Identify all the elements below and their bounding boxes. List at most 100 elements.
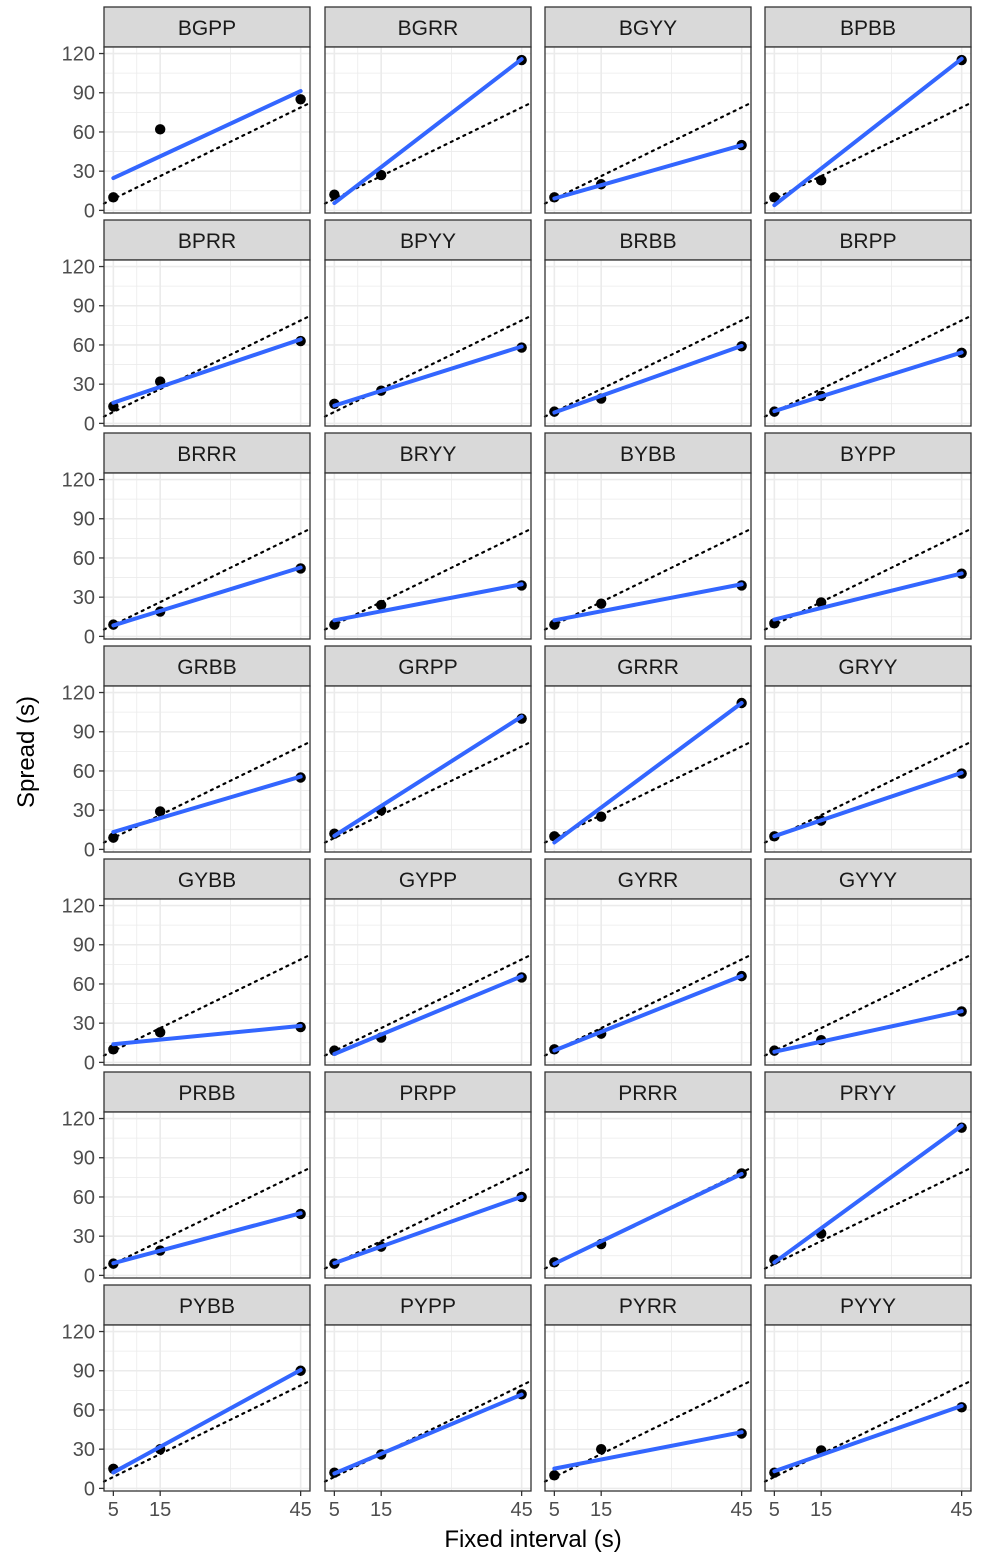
x-axis-title: Fixed interval (s): [444, 1526, 621, 1553]
facet-strip-label: PRBB: [178, 1082, 235, 1105]
fit-line: [552, 700, 744, 845]
x-tick-label: 5: [329, 1499, 340, 1521]
x-tick-label: 15: [149, 1499, 171, 1521]
fit-line: [332, 344, 524, 408]
y-tick-label: 30: [73, 374, 95, 396]
plot-background: [325, 1112, 531, 1278]
data-point: [595, 598, 607, 609]
fit-line: [111, 565, 303, 628]
facet-panel-gyrr: GYRR: [543, 858, 753, 1066]
facet-panel-bgyy: BGYY: [543, 6, 753, 214]
data-point: [108, 1044, 119, 1055]
y-tick-label: 30: [73, 800, 95, 822]
fit-line: [332, 1392, 524, 1476]
panel-frame: [544, 685, 752, 853]
facet-panel-grrr: GRRR: [543, 645, 753, 853]
facet-strip-label: BGPP: [178, 17, 236, 40]
panel-frame: [764, 685, 972, 853]
fit-line: [111, 774, 303, 835]
fit-line: [111, 337, 303, 405]
facet-strip-label: GYRR: [618, 869, 679, 892]
plot-background: [325, 899, 531, 1065]
y-tick-label: 120: [62, 470, 95, 492]
facet-panel-grpp: GRPP: [323, 645, 533, 853]
fit-line: [772, 770, 964, 839]
facet-strip: [764, 432, 972, 474]
reference-line: [323, 740, 533, 844]
y-tick-label: 90: [73, 296, 95, 318]
facet-strip-label: GYBB: [178, 869, 236, 892]
plot-background: [765, 686, 971, 852]
panel-frame: [764, 1324, 972, 1492]
y-tick-label: 0: [84, 839, 95, 861]
data-point: [375, 599, 387, 611]
x-tick-label: 5: [549, 1499, 560, 1521]
panel-frame: [103, 1111, 311, 1279]
facet-strip-label: BPRR: [178, 230, 236, 253]
reference-line: [102, 101, 312, 205]
data-point: [108, 192, 119, 203]
fit-line: [552, 973, 744, 1053]
y-tick-label: 60: [73, 1187, 95, 1209]
facet-strip-label: BYPP: [840, 443, 896, 466]
facet-strip-label: PYBB: [179, 1295, 235, 1318]
fit-line: [332, 974, 524, 1057]
panel-frame: [324, 1111, 532, 1279]
facet-strip-label: PYYY: [840, 1295, 896, 1318]
fit-line: [552, 1430, 744, 1471]
y-tick-label: 0: [84, 200, 95, 222]
reference-line: [323, 1379, 533, 1483]
fit-line: [772, 1123, 964, 1265]
y-tick-label: 60: [73, 974, 95, 996]
fit-line: [111, 1211, 303, 1266]
reference-line: [323, 527, 533, 631]
reference-line: [763, 953, 973, 1057]
y-tick-label: 60: [73, 1400, 95, 1422]
reference-line: [102, 1166, 312, 1270]
facet-panel-prpp: PRPP: [323, 1071, 533, 1279]
y-tick-label: 60: [73, 122, 95, 144]
plot-background: [104, 47, 310, 213]
fit-line: [332, 1194, 524, 1266]
reference-line: [763, 527, 973, 631]
plot-background: [545, 473, 751, 639]
facet-strip-label: GRBB: [177, 656, 237, 679]
facet-strip-label: PRRR: [618, 1082, 678, 1105]
y-tick-label: 90: [73, 83, 95, 105]
reference-line: [543, 953, 753, 1057]
y-axis-title: Spread (s): [13, 696, 40, 808]
data-point: [154, 1027, 166, 1038]
plot-background: [104, 1112, 310, 1278]
fit-line: [111, 1023, 303, 1047]
x-tick-label: 45: [731, 1499, 753, 1521]
facet-strip: [103, 219, 311, 261]
fit-line: [772, 56, 964, 208]
facet-strip: [764, 6, 972, 48]
facet-strip-label: GRYY: [838, 656, 897, 679]
data-point: [595, 1443, 607, 1455]
facet-panel-pryy: PRYY: [763, 1071, 973, 1279]
panel-frame: [324, 685, 532, 853]
facet-panel-prrr: PRRR: [543, 1071, 753, 1279]
reference-line: [323, 953, 533, 1057]
facet-strip: [324, 858, 532, 900]
y-tick-label: 90: [73, 722, 95, 744]
fit-line: [552, 582, 744, 623]
facet-strip-label: GYYY: [839, 869, 897, 892]
y-tick-label: 120: [62, 257, 95, 279]
reference-line: [102, 1379, 312, 1483]
facet-strip: [544, 219, 752, 261]
facet-strip: [544, 645, 752, 687]
reference-line: [543, 1379, 753, 1483]
reference-line: [763, 740, 973, 844]
panel-frame: [544, 1324, 752, 1492]
facet-strip-label: BRPP: [839, 230, 896, 253]
reference-line: [323, 1166, 533, 1270]
facet-strip: [764, 645, 972, 687]
y-tick-label: 120: [62, 896, 95, 918]
facet-strip: [103, 1071, 311, 1113]
fit-line: [111, 89, 303, 181]
facet-strip: [544, 1071, 752, 1113]
facet-strip: [764, 219, 972, 261]
